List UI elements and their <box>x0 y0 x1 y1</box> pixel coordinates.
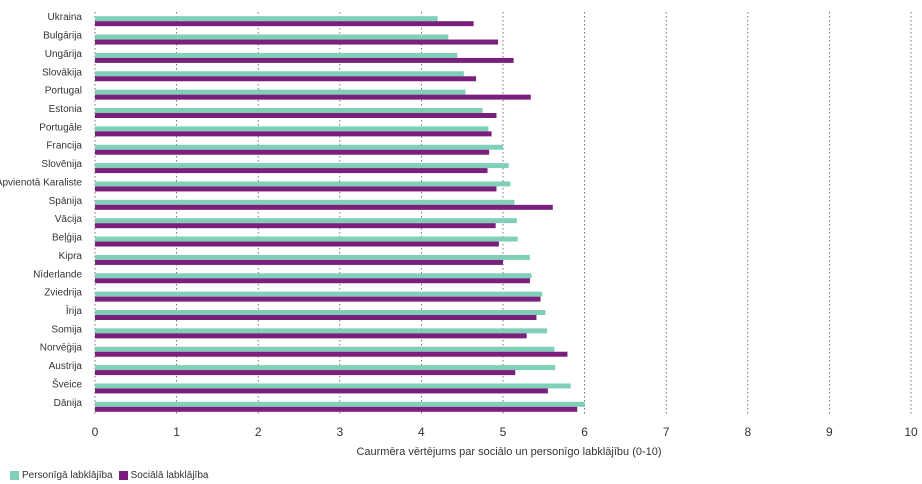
bar-personal <box>95 310 546 315</box>
category-label: Slovēnija <box>41 159 82 170</box>
category-label: Vācija <box>55 214 83 225</box>
bar-social <box>95 296 541 302</box>
category-label: Zviedrija <box>44 288 82 299</box>
bar-social <box>95 149 490 155</box>
bar-social <box>95 21 474 27</box>
category-label: Somija <box>51 324 82 335</box>
bar-social <box>95 370 516 376</box>
bar-social <box>95 388 548 394</box>
x-tick-label: 9 <box>826 425 833 439</box>
category-label: Beļģija <box>52 231 82 244</box>
bar-social <box>95 351 568 357</box>
x-tick-label: 7 <box>663 425 670 439</box>
bar-personal <box>95 236 518 242</box>
bar-personal <box>95 144 503 150</box>
bar-personal <box>95 328 548 334</box>
category-label: Šveice <box>52 377 82 390</box>
bar-social <box>95 113 497 118</box>
category-label: Ukraina <box>48 12 83 23</box>
bar-personal <box>95 199 515 205</box>
bar-social <box>95 39 499 45</box>
bar-personal <box>95 291 543 297</box>
bar-social <box>95 57 514 63</box>
legend-swatch-social <box>118 471 128 480</box>
category-label: Estonia <box>49 104 83 115</box>
bar-personal <box>95 254 530 260</box>
category-label: Bulgārija <box>43 31 82 42</box>
bar-social <box>95 223 496 229</box>
bar-social <box>95 406 578 412</box>
x-tick-label: 8 <box>744 425 751 439</box>
bar-social <box>95 168 488 174</box>
bar-personal <box>95 181 511 187</box>
x-tick-label: 4 <box>418 425 425 439</box>
bar-social <box>95 278 530 284</box>
x-tick-label: 10 <box>904 425 918 439</box>
bar-personal <box>95 126 489 132</box>
bar-personal <box>95 108 483 113</box>
x-tick-label: 0 <box>92 425 99 439</box>
bars <box>95 16 585 412</box>
bar-personal <box>95 34 449 40</box>
bar-personal <box>95 273 532 279</box>
x-tick-labels: 0 1 2 3 4 5 6 7 8 9 10 <box>92 425 918 439</box>
bar-social <box>95 333 527 339</box>
x-tick-label: 1 <box>173 425 180 439</box>
category-label: Austrija <box>49 361 83 372</box>
x-tick-label: 2 <box>255 425 262 439</box>
legend-swatch-personal <box>10 471 19 480</box>
category-label: Apvienotā Karaliste <box>0 177 82 188</box>
bar-personal <box>95 89 466 95</box>
legend-label-social: Sociālā labklājība <box>130 470 209 481</box>
category-label: Spānija <box>49 196 83 207</box>
bar-social <box>95 76 477 82</box>
bar-social <box>95 131 492 137</box>
category-label: Ungārija <box>45 49 83 60</box>
bar-personal <box>95 218 517 224</box>
bar-social <box>95 241 499 247</box>
bar-personal <box>95 16 438 22</box>
bar-personal <box>95 71 464 77</box>
bar-personal <box>95 346 555 352</box>
category-label: Portugāle <box>39 122 82 133</box>
x-axis-title: Caurmēra vērtējums par sociālo un person… <box>356 446 661 458</box>
bar-social <box>95 204 553 210</box>
x-tick-label: 5 <box>500 425 507 439</box>
category-label: Slovākija <box>42 67 82 78</box>
category-label: Īrija <box>66 305 83 317</box>
category-labels: Ukraina Bulgārija Ungārija Slovākija Portuga… <box>0 12 82 409</box>
category-label: Norvēģija <box>40 341 83 354</box>
category-label: Portugal <box>45 86 82 97</box>
bar-social <box>95 315 537 320</box>
legend: Personīgā labklājība Sociālā labklājība <box>10 470 214 481</box>
category-label: Francija <box>46 141 82 152</box>
x-tick-label: 6 <box>581 425 588 439</box>
legend-item-social: Sociālā labklājība <box>118 470 209 481</box>
bar-personal <box>95 383 571 389</box>
category-label: Nīderlande <box>33 269 82 280</box>
legend-item-personal: Personīgā labklājība <box>10 470 113 481</box>
bar-social <box>95 259 503 265</box>
bar-personal <box>95 401 585 407</box>
bar-social <box>95 186 497 192</box>
bar-personal <box>95 365 556 371</box>
category-label: Kipra <box>59 251 83 262</box>
bar-social <box>95 94 531 100</box>
bar-personal <box>95 163 509 169</box>
legend-label-personal: Personīgā labklājība <box>22 470 113 481</box>
x-tick-label: 3 <box>336 425 343 439</box>
bar-personal <box>95 52 458 58</box>
category-label: Dānija <box>54 398 83 409</box>
